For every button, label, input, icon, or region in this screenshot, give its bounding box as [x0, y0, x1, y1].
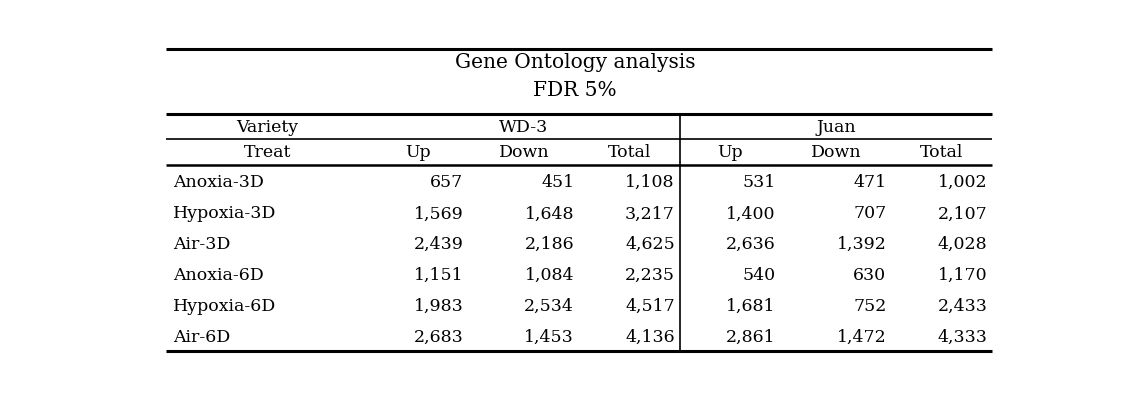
- Text: Down: Down: [811, 144, 862, 161]
- Text: WD-3: WD-3: [499, 118, 549, 135]
- Text: 4,136: 4,136: [625, 328, 675, 345]
- Text: Total: Total: [608, 144, 652, 161]
- Text: 1,002: 1,002: [938, 173, 987, 190]
- Text: 1,648: 1,648: [525, 205, 574, 222]
- Text: 2,439: 2,439: [414, 236, 463, 253]
- Text: Treat: Treat: [243, 144, 291, 161]
- Text: 1,400: 1,400: [726, 205, 775, 222]
- Text: Anoxia-3D: Anoxia-3D: [173, 173, 264, 190]
- Text: 4,625: 4,625: [625, 236, 675, 253]
- Text: 2,433: 2,433: [937, 298, 987, 314]
- Text: 2,636: 2,636: [726, 236, 775, 253]
- Text: 3,217: 3,217: [625, 205, 675, 222]
- Text: FDR 5%: FDR 5%: [533, 80, 617, 99]
- Text: 471: 471: [854, 173, 886, 190]
- Text: Hypoxia-3D: Hypoxia-3D: [173, 205, 277, 222]
- Text: 4,028: 4,028: [938, 236, 987, 253]
- Text: 2,235: 2,235: [625, 267, 675, 284]
- Text: 540: 540: [743, 267, 775, 284]
- Text: Total: Total: [920, 144, 964, 161]
- Text: 2,683: 2,683: [414, 328, 463, 345]
- Text: 630: 630: [854, 267, 886, 284]
- Text: Juan: Juan: [817, 118, 856, 135]
- Text: Variety: Variety: [236, 118, 298, 135]
- Text: 1,392: 1,392: [837, 236, 886, 253]
- Text: 4,517: 4,517: [625, 298, 675, 314]
- Text: 531: 531: [743, 173, 775, 190]
- Text: 2,186: 2,186: [524, 236, 574, 253]
- Text: 1,084: 1,084: [525, 267, 574, 284]
- Text: 1,108: 1,108: [625, 173, 675, 190]
- Text: 1,472: 1,472: [837, 328, 886, 345]
- Text: 1,453: 1,453: [524, 328, 574, 345]
- Text: 657: 657: [430, 173, 463, 190]
- Text: 2,534: 2,534: [524, 298, 574, 314]
- Text: 1,983: 1,983: [414, 298, 463, 314]
- Text: Gene Ontology analysis: Gene Ontology analysis: [454, 53, 696, 71]
- Text: 2,861: 2,861: [726, 328, 775, 345]
- Text: 752: 752: [853, 298, 886, 314]
- Text: Up: Up: [718, 144, 743, 161]
- Text: 2,107: 2,107: [938, 205, 987, 222]
- Text: 1,681: 1,681: [726, 298, 775, 314]
- Text: 1,170: 1,170: [938, 267, 987, 284]
- Text: Anoxia-6D: Anoxia-6D: [173, 267, 264, 284]
- Text: 707: 707: [853, 205, 886, 222]
- Text: 1,569: 1,569: [414, 205, 463, 222]
- Text: Air-3D: Air-3D: [173, 236, 231, 253]
- Text: 4,333: 4,333: [937, 328, 987, 345]
- Text: Up: Up: [405, 144, 431, 161]
- Text: 451: 451: [541, 173, 574, 190]
- Text: Down: Down: [498, 144, 550, 161]
- Text: Hypoxia-6D: Hypoxia-6D: [173, 298, 276, 314]
- Text: Air-6D: Air-6D: [173, 328, 230, 345]
- Text: 1,151: 1,151: [414, 267, 463, 284]
